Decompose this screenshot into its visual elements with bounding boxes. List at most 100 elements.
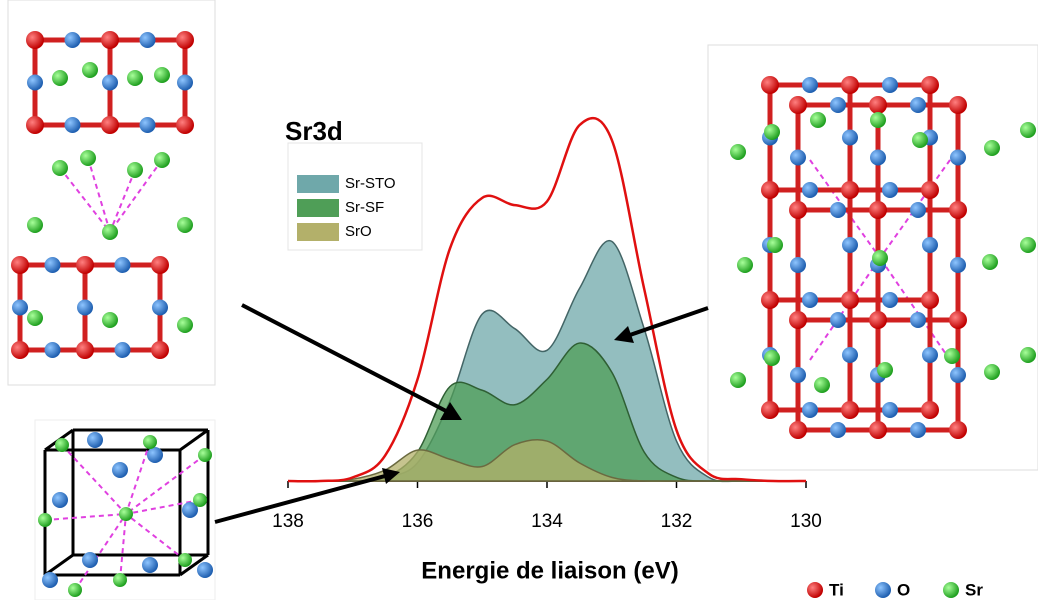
atom bbox=[790, 367, 806, 383]
atom bbox=[44, 342, 61, 358]
atom bbox=[26, 116, 44, 134]
atom bbox=[11, 256, 29, 274]
x-tick-label: 134 bbox=[531, 511, 563, 532]
atom bbox=[52, 160, 68, 176]
atom bbox=[910, 97, 926, 113]
legend-swatch bbox=[297, 223, 339, 241]
atom bbox=[113, 573, 127, 587]
bond bbox=[125, 513, 186, 561]
atom bbox=[842, 347, 858, 363]
atom bbox=[139, 117, 156, 133]
atom bbox=[984, 140, 1000, 156]
x-tick-label: 138 bbox=[272, 511, 304, 532]
atom bbox=[151, 341, 169, 359]
bond bbox=[125, 441, 151, 515]
atom bbox=[176, 116, 194, 134]
atom bbox=[102, 224, 118, 240]
legend-label: SrO bbox=[345, 223, 372, 240]
bond bbox=[109, 169, 136, 233]
atom bbox=[27, 74, 43, 91]
atom bbox=[761, 181, 779, 199]
atom bbox=[984, 364, 1000, 380]
atom bbox=[142, 557, 158, 573]
atom bbox=[737, 257, 753, 273]
atom bbox=[841, 76, 859, 94]
envelope-line bbox=[287, 116, 807, 483]
atom bbox=[790, 257, 806, 273]
atom bbox=[1020, 237, 1036, 253]
bond bbox=[809, 257, 881, 361]
atom bbox=[80, 150, 96, 166]
atom bbox=[114, 257, 131, 273]
atom bbox=[197, 562, 213, 578]
arrow-head bbox=[440, 402, 462, 420]
atom bbox=[151, 256, 169, 274]
atom bbox=[950, 367, 966, 383]
atom bbox=[882, 182, 898, 198]
structures bbox=[11, 31, 1036, 597]
atom bbox=[102, 74, 118, 91]
atom bbox=[949, 96, 967, 114]
atom bbox=[64, 32, 81, 48]
atom bbox=[152, 299, 168, 316]
atom bbox=[814, 377, 830, 393]
atom bbox=[82, 62, 98, 78]
atom bbox=[869, 96, 887, 114]
x-tick-label: 136 bbox=[402, 511, 434, 532]
atom bbox=[38, 513, 52, 527]
atom bbox=[802, 402, 818, 418]
atom bbox=[77, 299, 93, 316]
atom bbox=[761, 76, 779, 94]
x-tick-label: 132 bbox=[661, 511, 693, 532]
atom bbox=[101, 116, 119, 134]
atom bbox=[139, 32, 156, 48]
atom bbox=[12, 299, 28, 316]
atom-legend-label: Sr bbox=[965, 580, 983, 599]
atom bbox=[182, 502, 198, 518]
x-tick-label: 130 bbox=[790, 511, 822, 532]
atom bbox=[178, 553, 192, 567]
legend-swatch bbox=[297, 199, 339, 217]
atom bbox=[177, 317, 193, 333]
atom bbox=[198, 448, 212, 462]
atom bbox=[177, 74, 193, 91]
atom bbox=[830, 422, 846, 438]
atom bbox=[910, 422, 926, 438]
atom bbox=[882, 292, 898, 308]
bond bbox=[125, 454, 206, 515]
atom bbox=[950, 149, 966, 166]
atom bbox=[42, 572, 58, 588]
atom bbox=[55, 438, 69, 452]
atom bbox=[789, 421, 807, 439]
arrow bbox=[214, 474, 386, 524]
bond bbox=[179, 428, 209, 452]
atom bbox=[114, 342, 131, 358]
atom bbox=[810, 112, 826, 128]
bond bbox=[879, 257, 951, 361]
atom bbox=[176, 31, 194, 49]
atom bbox=[802, 77, 818, 93]
atom bbox=[154, 152, 170, 168]
bond bbox=[87, 157, 111, 233]
atom bbox=[869, 421, 887, 439]
atom bbox=[68, 583, 82, 597]
atom bbox=[982, 254, 998, 270]
atom bbox=[842, 129, 858, 146]
atom bbox=[949, 311, 967, 329]
atom bbox=[767, 237, 783, 253]
atom bbox=[841, 401, 859, 419]
atom bbox=[830, 202, 846, 218]
legend-label: Sr-SF bbox=[345, 199, 384, 216]
atom bbox=[154, 67, 170, 83]
atom bbox=[789, 201, 807, 219]
atom bbox=[52, 70, 68, 86]
bond bbox=[809, 159, 881, 259]
bond bbox=[44, 553, 74, 577]
atom bbox=[949, 421, 967, 439]
atom bbox=[82, 552, 98, 568]
atom bbox=[950, 257, 966, 273]
atom-legend-swatch bbox=[875, 582, 891, 598]
atom bbox=[921, 291, 939, 309]
bond bbox=[61, 444, 127, 515]
